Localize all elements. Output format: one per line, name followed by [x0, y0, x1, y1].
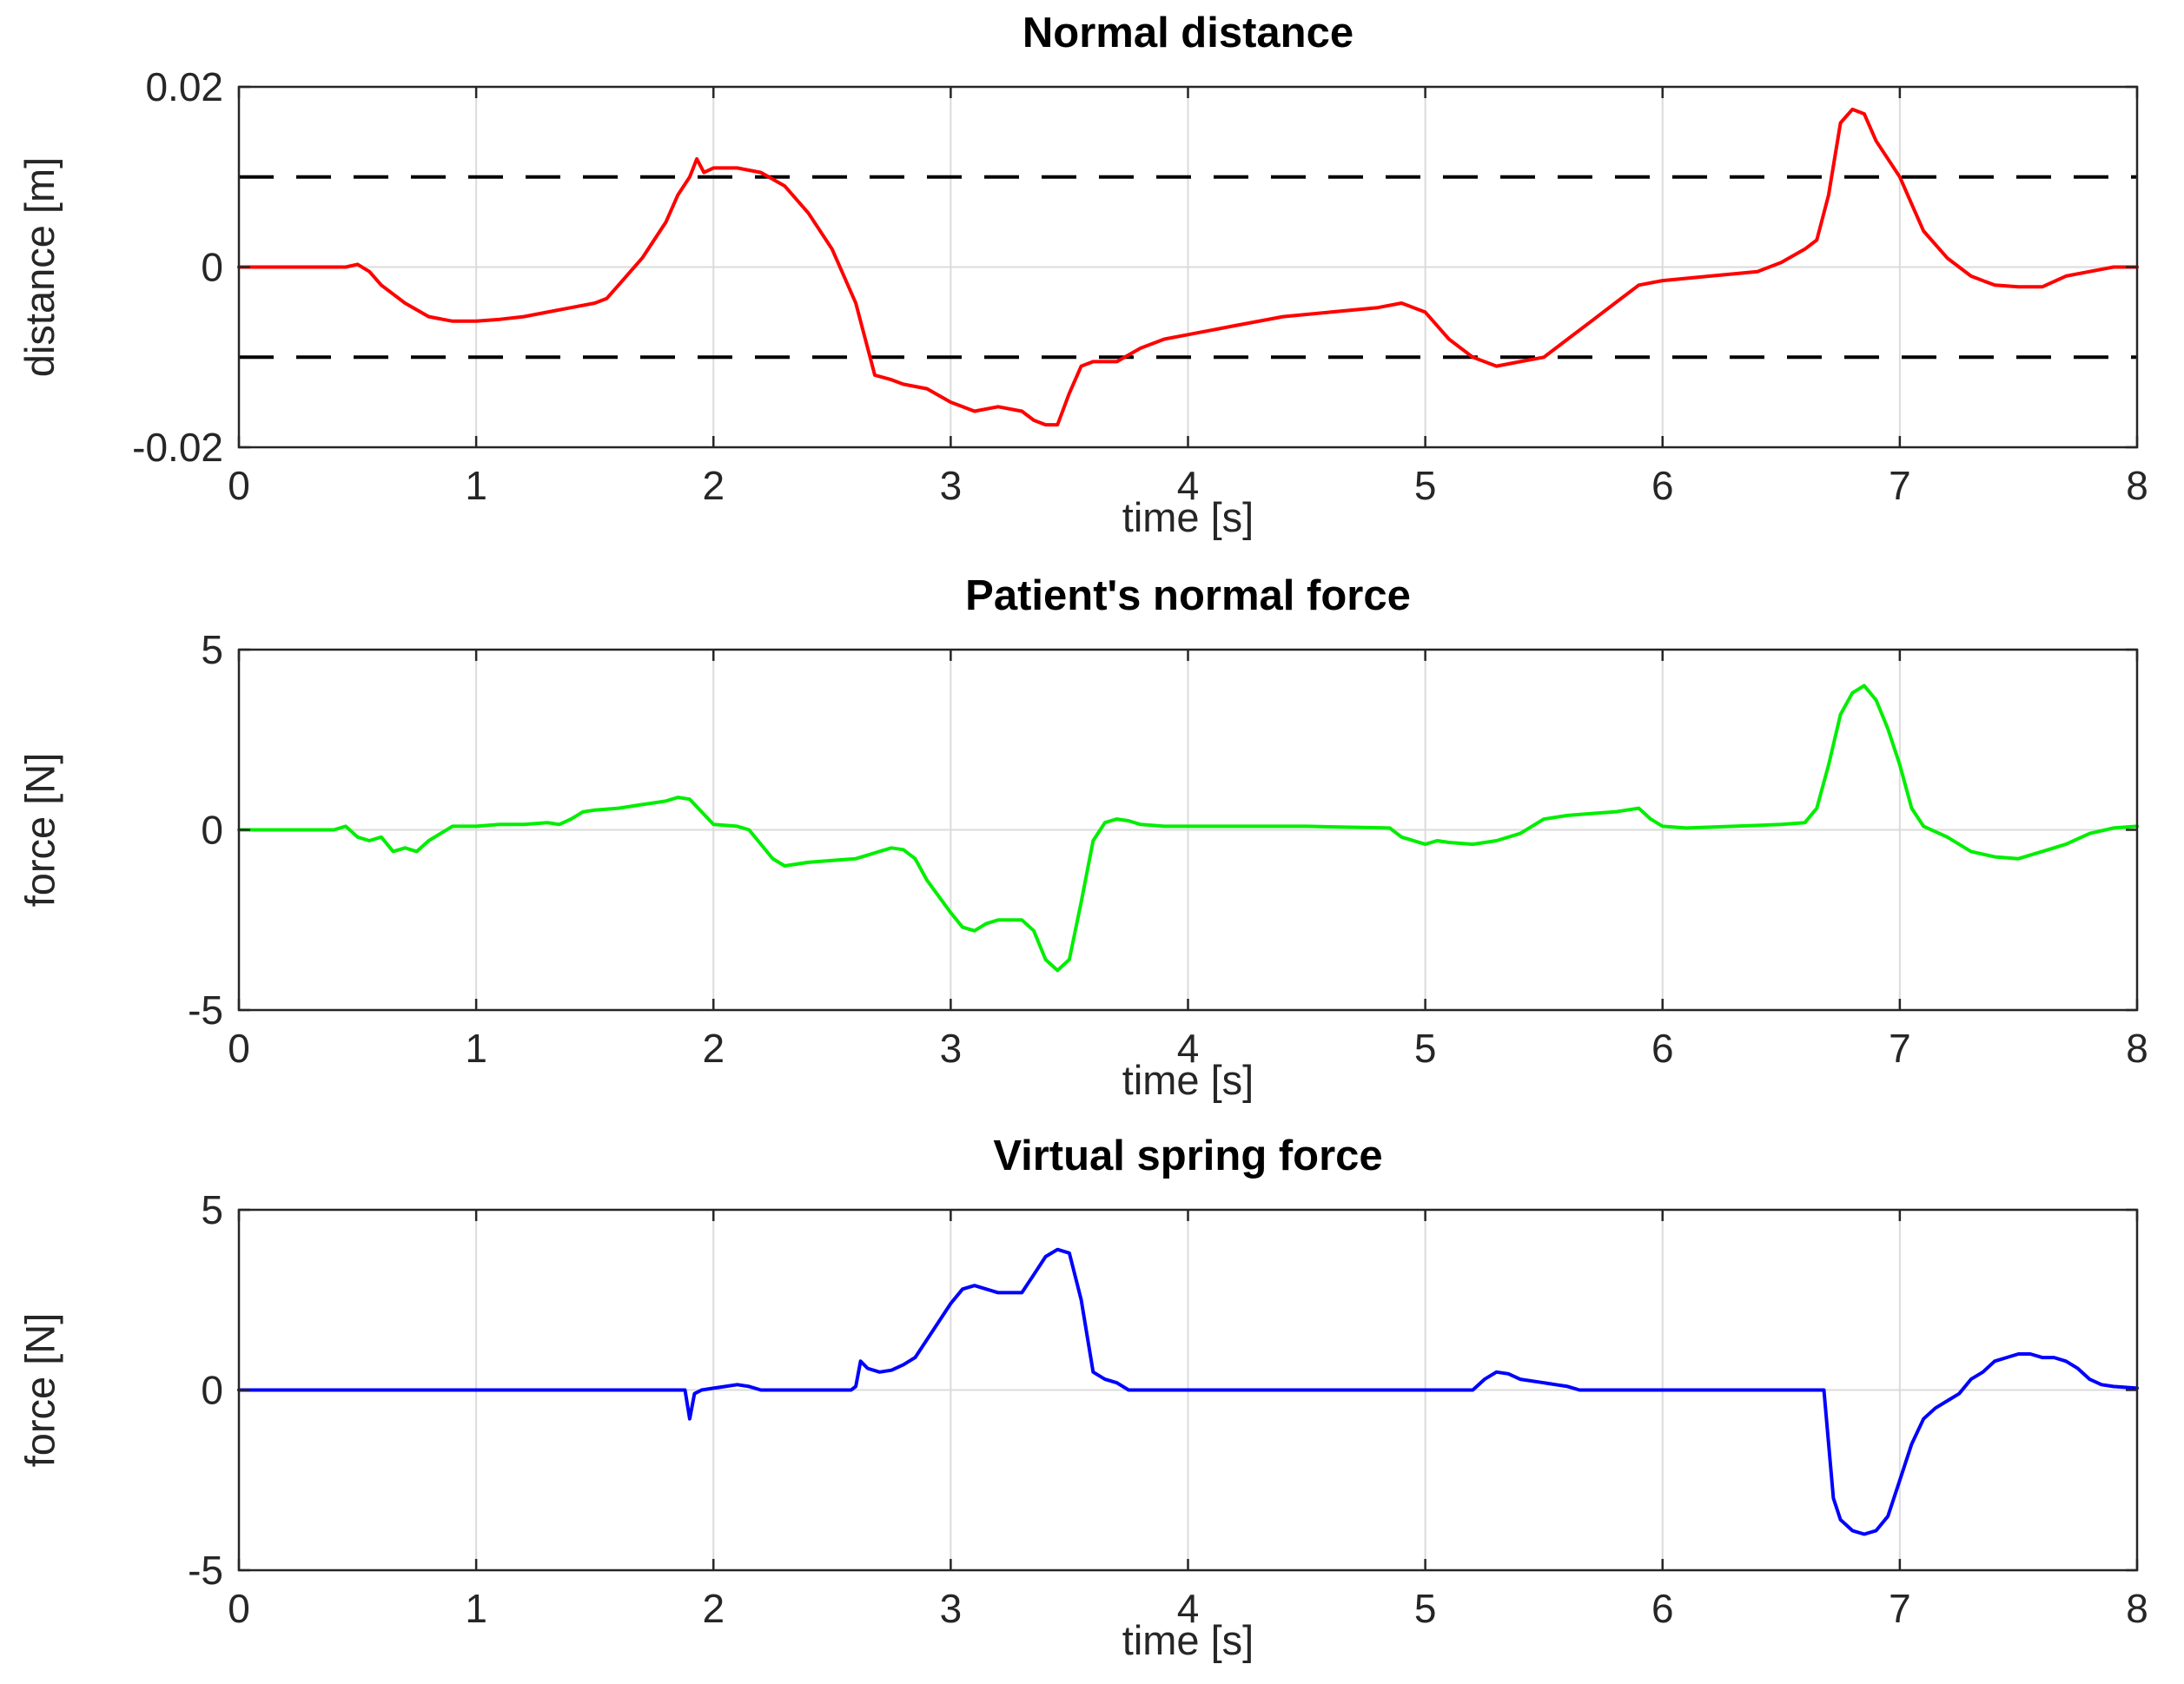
svg-text:3: 3 [940, 1586, 963, 1631]
svg-text:4: 4 [1177, 1026, 1200, 1071]
svg-text:-5: -5 [188, 987, 223, 1033]
svg-text:1: 1 [465, 463, 487, 508]
svg-text:-0.02: -0.02 [132, 425, 223, 470]
chart-normal-distance: Normal distance distance [m] 0 1 2 3 4 5 6 7 8 -0… [0, 0, 2184, 563]
svg-text:0: 0 [228, 463, 250, 508]
svg-text:5: 5 [201, 1187, 223, 1232]
chart-title: Patient's normal force [965, 572, 1411, 619]
svg-text:-5: -5 [188, 1548, 223, 1593]
svg-text:3: 3 [940, 463, 963, 508]
svg-text:1: 1 [465, 1586, 487, 1631]
svg-text:5: 5 [1414, 1026, 1437, 1071]
svg-text:0: 0 [228, 1586, 250, 1631]
svg-text:8: 8 [2126, 1026, 2148, 1071]
svg-text:7: 7 [1889, 1026, 1911, 1071]
svg-text:3: 3 [940, 1026, 963, 1071]
svg-text:0: 0 [228, 1026, 250, 1071]
svg-text:7: 7 [1889, 1586, 1911, 1631]
svg-text:4: 4 [1177, 463, 1200, 508]
svg-text:2: 2 [702, 1586, 725, 1631]
svg-text:4: 4 [1177, 1586, 1200, 1631]
svg-text:0: 0 [201, 245, 223, 290]
svg-text:5: 5 [1414, 1586, 1437, 1631]
svg-text:6: 6 [1651, 463, 1674, 508]
svg-text:8: 8 [2126, 1586, 2148, 1631]
x-axis-label: time [s] [1122, 1057, 1254, 1103]
svg-text:2: 2 [702, 463, 725, 508]
chart-title: Virtual spring force [993, 1133, 1383, 1179]
svg-text:0: 0 [201, 808, 223, 853]
plot-area-virtual-spring-force: 0 1 2 3 4 5 6 7 8-505 [188, 1187, 2148, 1631]
plot-area-patient-normal-force: 0 1 2 3 4 5 6 7 8-505 [188, 627, 2148, 1071]
svg-text:6: 6 [1651, 1026, 1674, 1071]
svg-text:0.02: 0.02 [145, 64, 223, 109]
svg-text:8: 8 [2126, 463, 2148, 508]
svg-text:2: 2 [702, 1026, 725, 1071]
svg-text:5: 5 [1414, 463, 1437, 508]
svg-text:6: 6 [1651, 1586, 1674, 1631]
svg-text:7: 7 [1889, 463, 1911, 508]
svg-text:0: 0 [201, 1368, 223, 1413]
chart-title: Normal distance [1022, 10, 1354, 56]
svg-text:5: 5 [201, 627, 223, 672]
x-axis-label: time [s] [1122, 1617, 1254, 1663]
svg-text:1: 1 [465, 1026, 487, 1071]
x-axis-label: time [s] [1122, 494, 1254, 540]
